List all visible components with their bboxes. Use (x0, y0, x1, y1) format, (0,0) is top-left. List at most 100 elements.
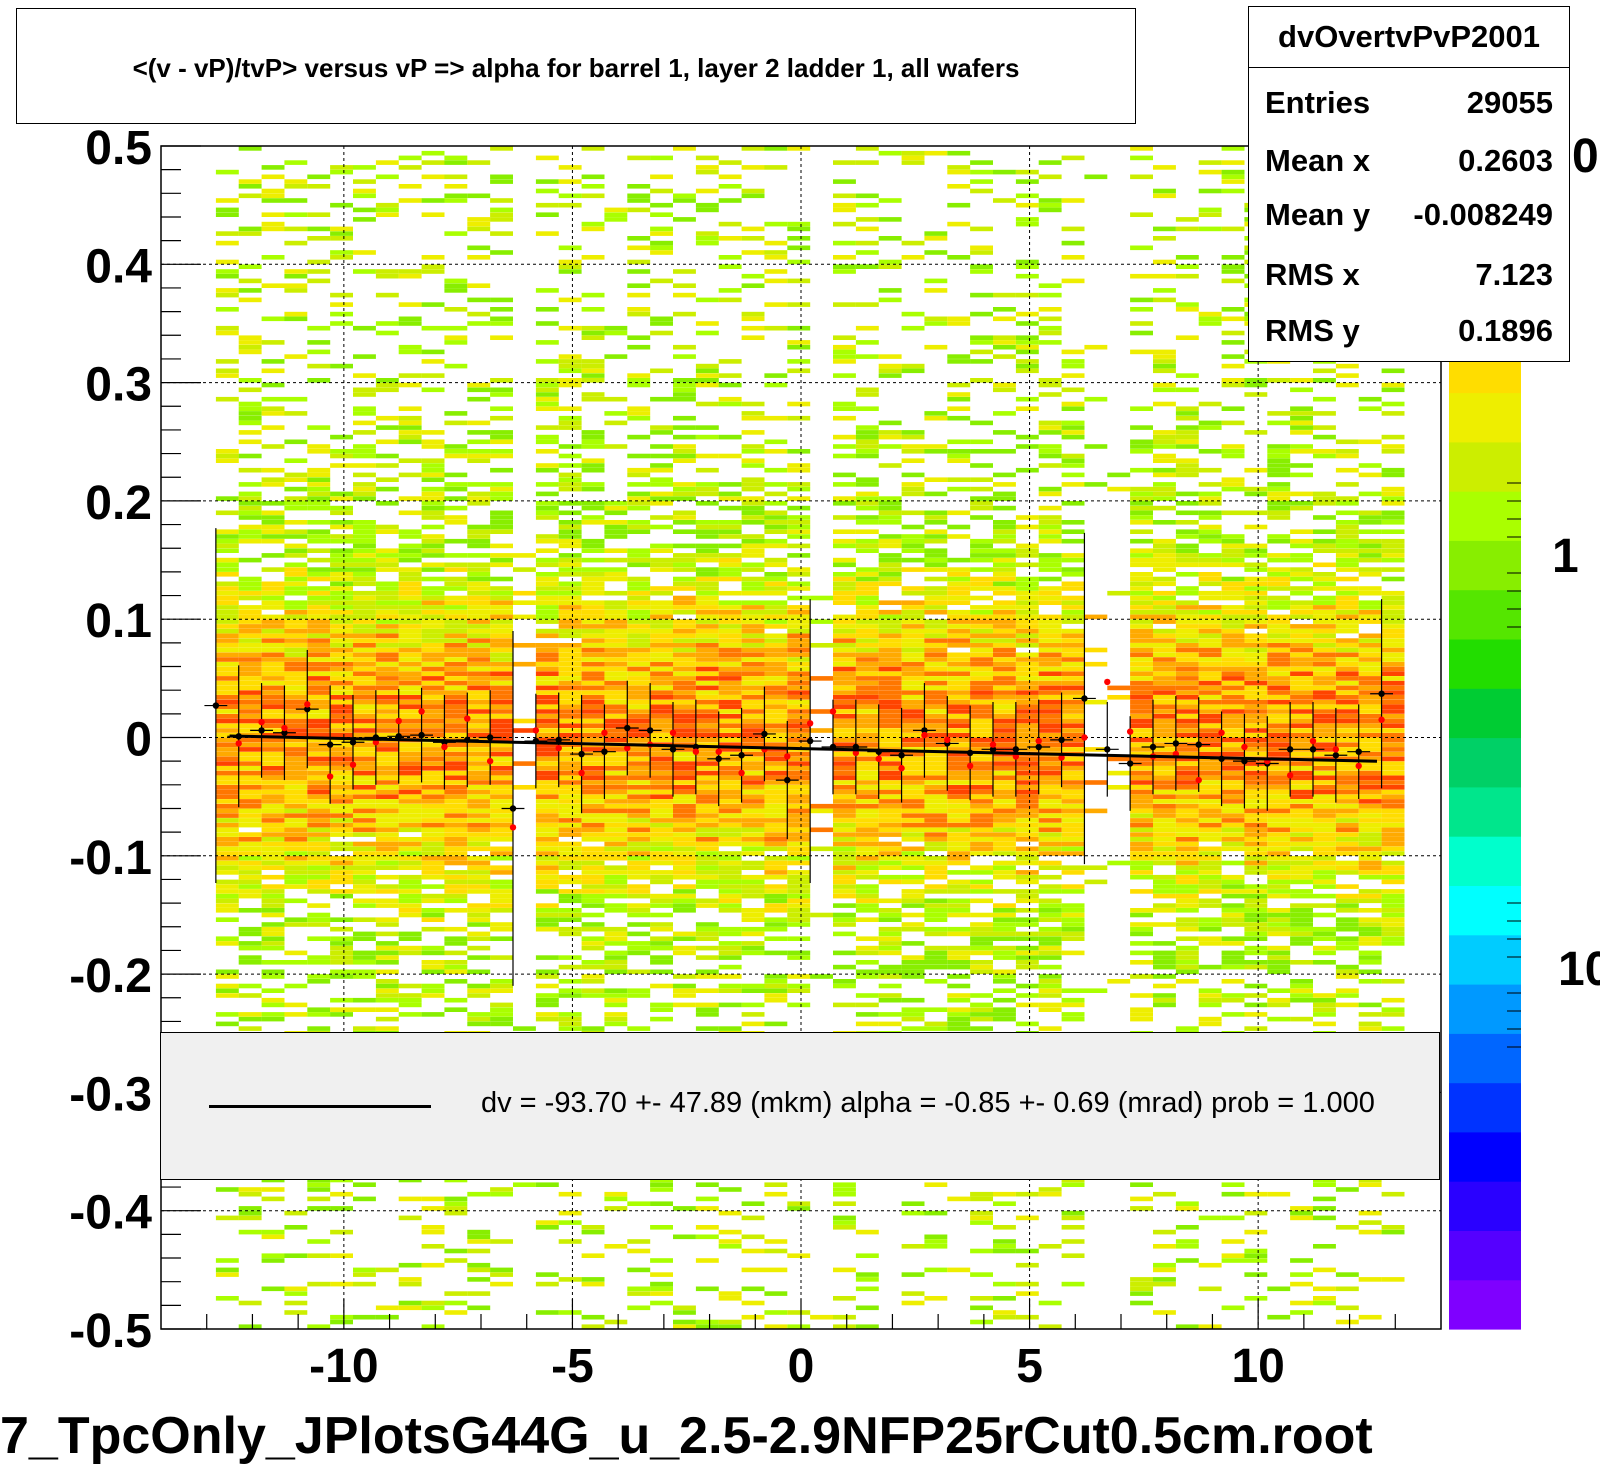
heatmap-cell (924, 236, 948, 241)
heatmap-cell (330, 780, 353, 785)
heatmap-cell (261, 590, 285, 596)
heatmap-cell (1038, 983, 1062, 989)
heatmap-cell (878, 581, 902, 587)
heatmap-cell (215, 988, 239, 993)
heatmap-cell (1038, 723, 1062, 728)
heatmap-cell (558, 643, 582, 648)
heatmap-cell (764, 510, 788, 516)
heatmap-cell (604, 605, 628, 610)
heatmap-cell (330, 874, 353, 880)
heatmap-cell (444, 1310, 468, 1315)
heatmap-cell (1038, 1244, 1062, 1249)
heatmap-cell (718, 567, 742, 572)
heatmap-cell (307, 666, 331, 672)
heatmap-cell (673, 680, 696, 686)
heatmap-cell (627, 619, 651, 624)
heatmap-cell (535, 392, 559, 397)
heatmap-cell (581, 964, 605, 970)
heatmap-cell (718, 983, 742, 989)
heatmap-cell (284, 761, 308, 766)
heatmap-cell (284, 865, 308, 870)
heatmap-cell (695, 789, 719, 795)
heatmap-cell (261, 1229, 285, 1235)
heatmap-cell (398, 950, 422, 956)
heatmap-cell (833, 538, 856, 544)
heatmap-cell (261, 652, 285, 658)
heatmap-cell (558, 874, 582, 880)
heatmap-cell (353, 600, 376, 605)
heatmap-cell (695, 898, 719, 904)
heatmap-cell (764, 993, 788, 998)
heatmap-cell (444, 652, 468, 658)
heatmap-cell (1038, 789, 1062, 795)
heatmap-cell (375, 600, 399, 605)
heatmap-cell (993, 737, 1016, 743)
heatmap-cell (353, 373, 376, 378)
heatmap-cell (261, 188, 285, 194)
heatmap-cell (604, 737, 628, 743)
heatmap-cell (238, 851, 262, 856)
heatmap-cell (1015, 619, 1039, 624)
heatmap-cell (307, 766, 331, 771)
heatmap-cell (627, 1291, 651, 1296)
heatmap-cell (833, 472, 856, 478)
heatmap-cell (398, 851, 422, 856)
heatmap-cell (1107, 695, 1131, 700)
heatmap-cell (993, 718, 1016, 724)
heatmap-cell (444, 288, 468, 293)
heatmap-cell (307, 747, 331, 752)
heatmap-cell (878, 614, 902, 620)
heatmap-cell (421, 917, 445, 922)
heatmap-cell (375, 1305, 399, 1311)
heatmap-cell (558, 889, 582, 894)
heatmap-cell (1038, 761, 1062, 766)
heatmap-cell (673, 666, 696, 672)
heatmap-cell (855, 354, 879, 359)
heatmap-cell (1130, 737, 1153, 743)
heatmap-cell (421, 652, 445, 658)
heatmap-cell (901, 997, 925, 1003)
heatmap-cell (581, 770, 605, 776)
heatmap-cell (901, 964, 925, 970)
heatmap-cell (1061, 822, 1085, 828)
heatmap-cell (490, 406, 513, 411)
heatmap-cell (604, 396, 628, 402)
heatmap-cell (741, 908, 765, 913)
heatmap-cell (535, 1182, 559, 1187)
heatmap-cell (1038, 846, 1062, 852)
heatmap-cell (855, 666, 879, 672)
heatmap-cell (947, 510, 971, 516)
heatmap-cell (398, 945, 422, 951)
heatmap-cell (535, 685, 559, 691)
heatmap-cell (215, 893, 239, 899)
heatmap-cell (307, 714, 331, 719)
heatmap-cell (1130, 846, 1153, 852)
heatmap-cell (833, 822, 856, 828)
heatmap-cell (238, 879, 262, 885)
heatmap-cell (284, 680, 308, 686)
heatmap-cell (924, 732, 948, 738)
heatmap-cell (444, 818, 468, 823)
heatmap-cell (673, 605, 696, 610)
heatmap-cell (627, 751, 651, 757)
heatmap-cell (695, 202, 719, 208)
heatmap-cell (695, 188, 719, 194)
heatmap-cell (535, 590, 559, 596)
heatmap-cell (467, 524, 491, 530)
heatmap-cell (901, 449, 925, 454)
heatmap-cell (215, 941, 239, 946)
heatmap-cell (1153, 1277, 1176, 1282)
heatmap-cell (581, 756, 605, 762)
heatmap-cell (604, 501, 628, 506)
heatmap-cell (398, 529, 422, 534)
heatmap-cell (467, 945, 491, 951)
heatmap-cell (650, 685, 673, 691)
heatmap-cell (375, 993, 399, 998)
heatmap-cell (1153, 1229, 1176, 1235)
heatmap-cell (375, 1267, 399, 1273)
heatmap-cell (901, 255, 925, 260)
heatmap-cell (421, 373, 445, 378)
heatmap-cell (307, 624, 331, 629)
heatmap-cell (764, 255, 788, 260)
heatmap-cell (1130, 803, 1153, 809)
